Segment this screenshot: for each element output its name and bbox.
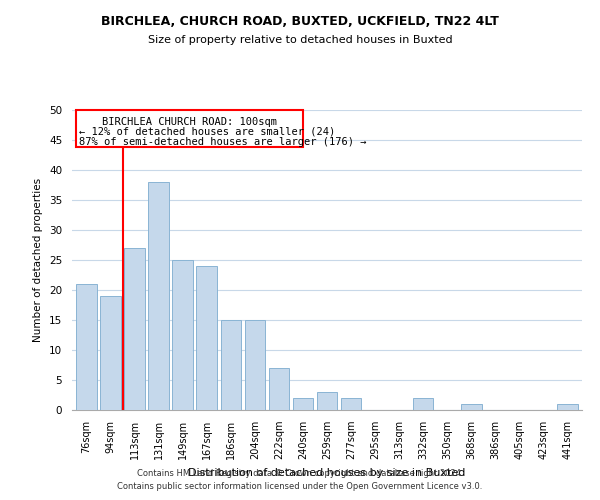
Text: Contains public sector information licensed under the Open Government Licence v3: Contains public sector information licen… xyxy=(118,482,482,491)
Bar xyxy=(221,320,241,410)
Bar xyxy=(413,398,433,410)
Bar xyxy=(172,260,193,410)
Y-axis label: Number of detached properties: Number of detached properties xyxy=(34,178,43,342)
X-axis label: Distribution of detached houses by size in Buxted: Distribution of detached houses by size … xyxy=(188,468,466,477)
Bar xyxy=(100,296,121,410)
Bar xyxy=(317,392,337,410)
Bar xyxy=(196,266,217,410)
Bar xyxy=(245,320,265,410)
Text: BIRCHLEA, CHURCH ROAD, BUXTED, UCKFIELD, TN22 4LT: BIRCHLEA, CHURCH ROAD, BUXTED, UCKFIELD,… xyxy=(101,15,499,28)
FancyBboxPatch shape xyxy=(76,110,303,147)
Text: Contains HM Land Registry data © Crown copyright and database right 2024.: Contains HM Land Registry data © Crown c… xyxy=(137,468,463,477)
Bar xyxy=(293,398,313,410)
Bar xyxy=(461,404,482,410)
Bar xyxy=(557,404,578,410)
Bar xyxy=(148,182,169,410)
Bar xyxy=(76,284,97,410)
Text: ← 12% of detached houses are smaller (24): ← 12% of detached houses are smaller (24… xyxy=(79,126,335,136)
Text: BIRCHLEA CHURCH ROAD: 100sqm: BIRCHLEA CHURCH ROAD: 100sqm xyxy=(102,117,277,127)
Bar xyxy=(124,248,145,410)
Bar xyxy=(269,368,289,410)
Text: Size of property relative to detached houses in Buxted: Size of property relative to detached ho… xyxy=(148,35,452,45)
Text: 87% of semi-detached houses are larger (176) →: 87% of semi-detached houses are larger (… xyxy=(79,137,367,147)
Bar xyxy=(341,398,361,410)
